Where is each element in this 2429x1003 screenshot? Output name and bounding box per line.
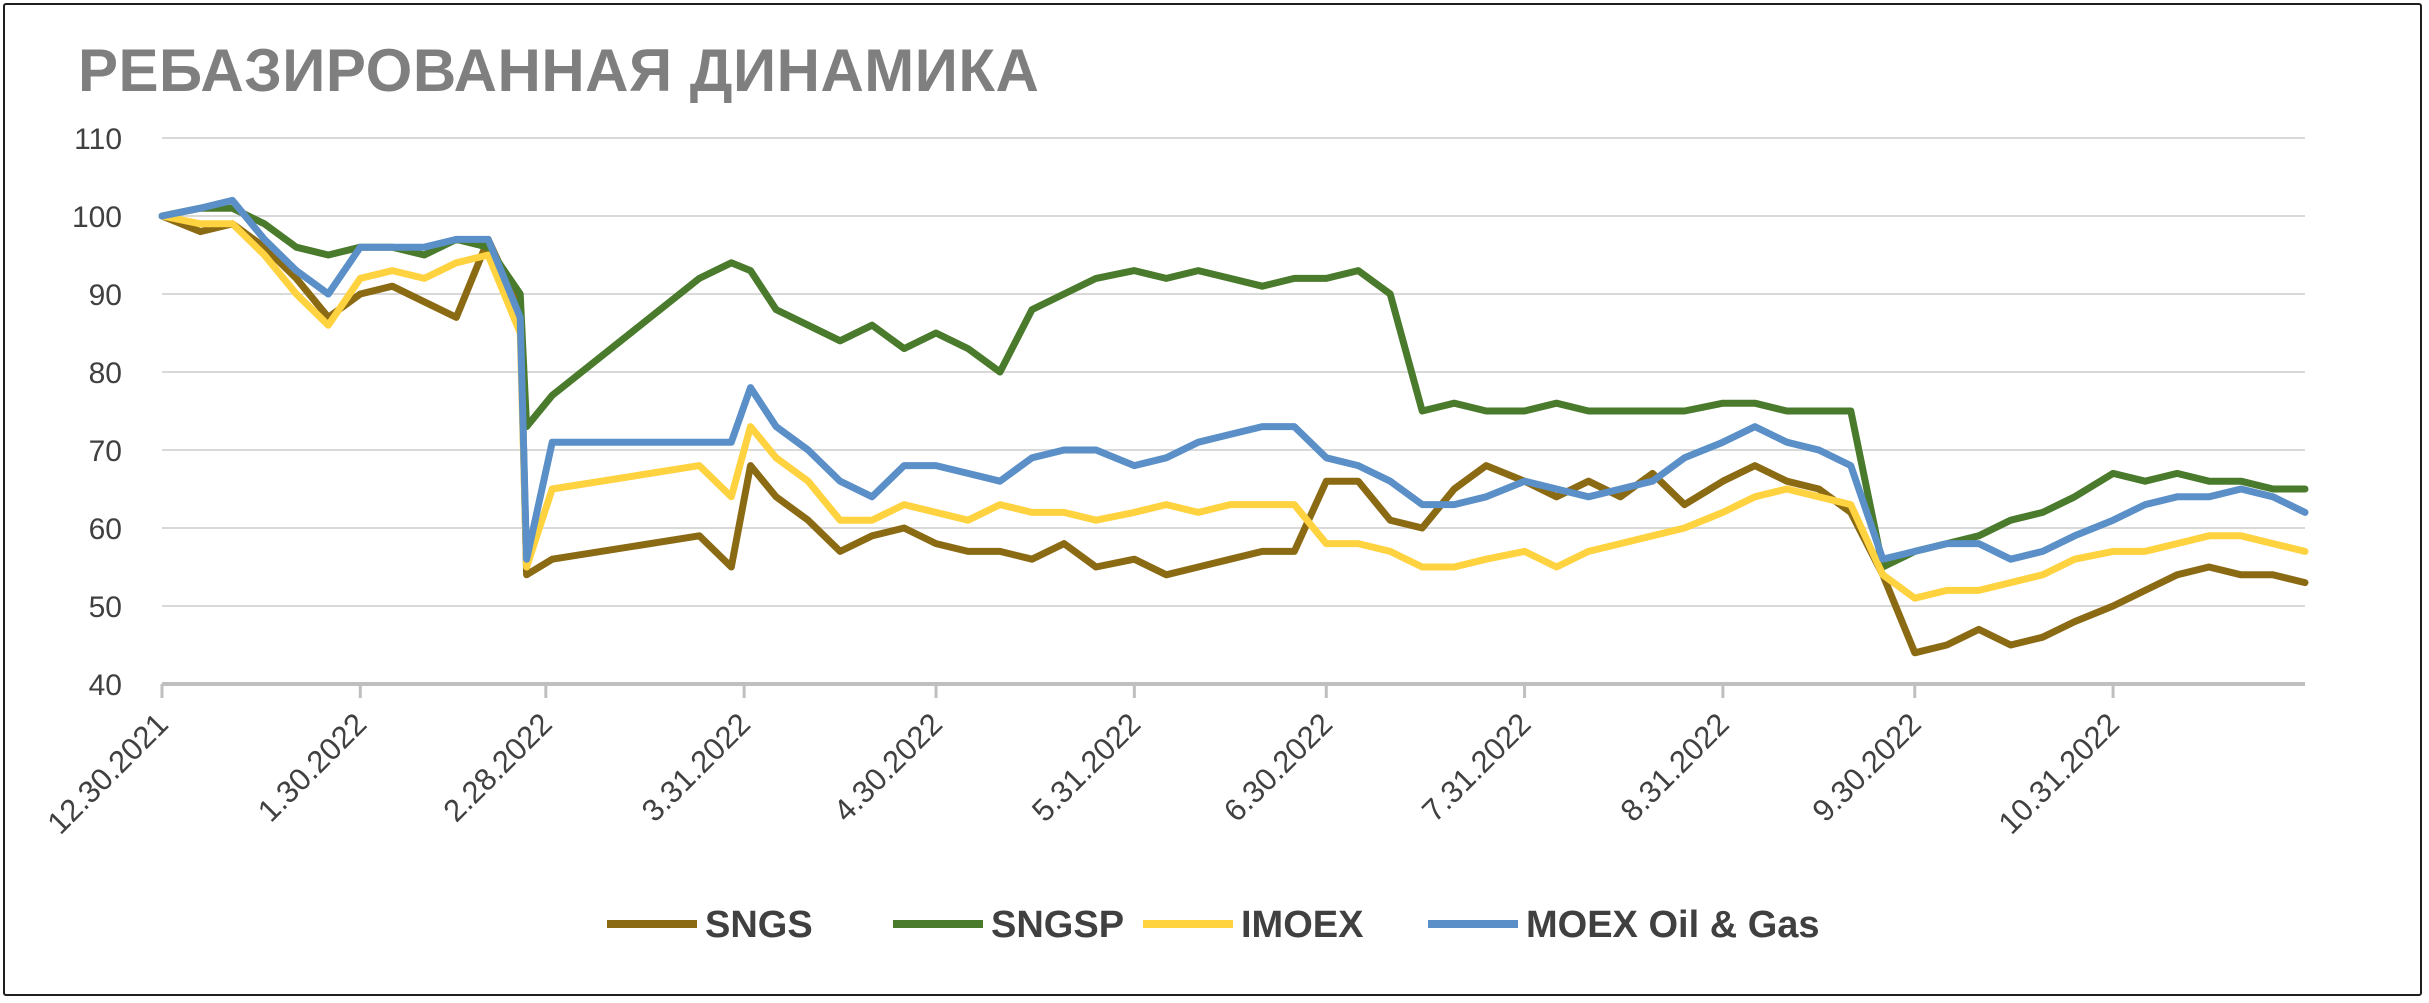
y-tick-label: 50 — [89, 591, 122, 624]
y-tick-label: 80 — [89, 357, 122, 390]
x-tick-label: 4.30.2022 — [827, 706, 949, 828]
x-axis-ticks: 12.30.2021 1.30.2022 2.28.2022 3.31.2022 4.3… — [40, 684, 2126, 841]
x-tick-label: 12.30.2021 — [40, 706, 174, 840]
y-tick-label: 110 — [74, 123, 122, 156]
grid-lines — [162, 137, 2305, 607]
x-tick-label: 10.31.2022 — [1992, 706, 2126, 840]
legend: SNGS SNGSP IMOEX MOEX Oil & Gas — [607, 904, 1820, 946]
y-tick-label: 100 — [72, 201, 122, 234]
legend-label: MOEX Oil & Gas — [1526, 904, 1820, 946]
series-line-3 — [158, 196, 2309, 563]
y-tick-label: 40 — [89, 669, 122, 702]
series-lines — [158, 196, 2309, 657]
series-line-2 — [158, 212, 2309, 602]
x-tick-label: 3.31.2022 — [635, 706, 757, 828]
chart-title: РЕБАЗИРОВАННАЯ ДИНАМИКА — [78, 37, 1040, 104]
y-axis-ticks: 40 50 60 70 80 90 100 110 — [72, 123, 122, 702]
x-tick-label: 7.31.2022 — [1415, 706, 1537, 828]
x-tick-label: 1.30.2022 — [251, 706, 373, 828]
x-tick-label: 5.31.2022 — [1025, 706, 1147, 828]
x-tick-label: 6.30.2022 — [1217, 706, 1339, 828]
x-tick-label: 9.30.2022 — [1805, 706, 1927, 828]
y-tick-label: 60 — [89, 513, 122, 546]
chart-frame — [3, 3, 2422, 996]
legend-label: SNGSP — [991, 904, 1124, 946]
x-tick-label: 8.31.2022 — [1614, 706, 1736, 828]
x-tick-label: 2.28.2022 — [436, 706, 558, 828]
y-tick-label: 90 — [89, 279, 122, 312]
y-tick-label: 70 — [89, 435, 122, 468]
series-line-1 — [158, 204, 2309, 571]
legend-label: SNGS — [705, 904, 813, 946]
legend-label: IMOEX — [1241, 904, 1364, 946]
